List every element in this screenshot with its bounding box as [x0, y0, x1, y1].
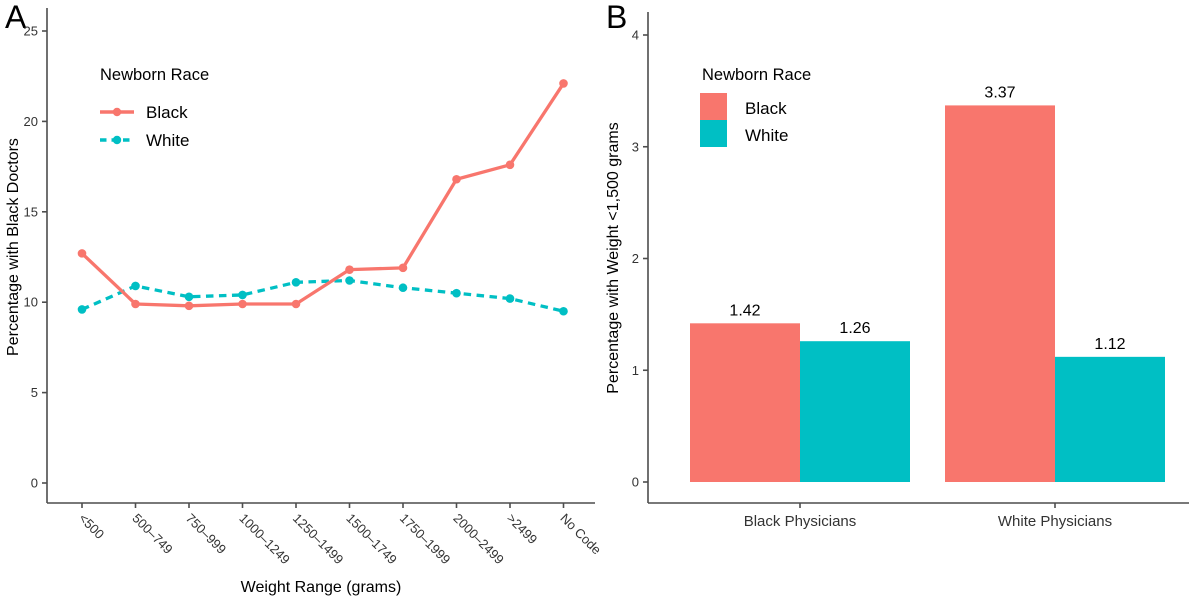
x-tick-label: White Physicians — [998, 513, 1112, 530]
data-point-black-4 — [291, 299, 301, 309]
bar-value-label: 3.37 — [984, 84, 1015, 101]
series-line-black — [80, 82, 565, 308]
y-tick-label: 10 — [24, 295, 38, 310]
data-point-black-3 — [238, 299, 247, 309]
data-point-white-4 — [291, 278, 301, 287]
legend-key-point-black — [112, 107, 122, 117]
y-tick-label: 25 — [24, 24, 38, 39]
data-point-white-5 — [345, 276, 354, 285]
data-point-white-9 — [559, 306, 568, 316]
x-tick-label: 500–749 — [129, 511, 175, 557]
y-tick-label: 20 — [24, 114, 38, 129]
data-point-black-7 — [452, 174, 461, 184]
panel-a-letter: A — [5, 0, 27, 35]
panel-b-letter: B — [606, 0, 628, 35]
data-point-black-5 — [345, 265, 354, 274]
x-axis-title: Weight Range (grams) — [241, 579, 402, 596]
data-point-white-7 — [452, 288, 461, 298]
legend-label-black: Black — [146, 103, 188, 122]
data-point-white-1 — [131, 281, 140, 291]
data-point-black-2 — [184, 301, 194, 311]
data-point-black-8 — [505, 160, 515, 170]
y-tick-label: 15 — [24, 204, 38, 219]
x-tick-label: 1250–1499 — [290, 511, 347, 568]
x-tick-label: 750–999 — [183, 511, 229, 557]
y-axis-title: Percentage with Weight <1,500 grams — [605, 122, 622, 393]
legend-title: Newborn Race — [100, 66, 209, 84]
data-point-black-1 — [131, 299, 140, 309]
bar-value-label: 1.26 — [839, 320, 870, 337]
legend-label-white: White — [146, 131, 189, 150]
data-point-black-0 — [77, 249, 87, 258]
line-chart-panel-a: 0 5 10 15 20 25 <500 500–749 750–999 1000–1249125… — [5, 8, 600, 596]
bar-white-1 — [1055, 356, 1165, 482]
y-tick-label: 1 — [632, 363, 639, 378]
y-tick-label: 0 — [31, 476, 38, 491]
x-tick-label: 1500–1749 — [343, 511, 400, 568]
data-point-white-0 — [77, 305, 87, 314]
y-tick-label: 3 — [632, 139, 639, 154]
x-tick-label: >2499 — [504, 511, 540, 547]
legend-swatch-black — [700, 93, 727, 120]
x-tick-label: <500 — [76, 511, 107, 542]
data-point-black-6 — [398, 263, 408, 273]
y-tick-label: 0 — [632, 475, 639, 490]
legend-title: Newborn Race — [702, 66, 811, 84]
bar-black-1 — [945, 105, 1055, 482]
y-tick-label: 4 — [632, 28, 639, 43]
x-tick-label: No Code — [557, 511, 600, 558]
x-tick-label: 1750–1999 — [397, 511, 454, 568]
bar-chart-panel-b: 0 1 2 3 4 1.42 1.26 Black Physicians 3.37 1.12 Whi… — [605, 12, 1189, 530]
x-tick-label: Black Physicians — [744, 513, 857, 530]
legend-label-black: Black — [745, 99, 787, 118]
data-point-white-8 — [505, 294, 515, 303]
y-axis-title: Percentage with Black Doctors — [5, 138, 22, 356]
data-point-black-9 — [559, 79, 568, 88]
legend-swatch-white — [700, 120, 727, 147]
y-tick-label: 2 — [632, 251, 639, 266]
bar-value-label: 1.12 — [1094, 336, 1125, 353]
x-tick-label: 1000–1249 — [236, 511, 293, 568]
legend-key-point-white — [112, 135, 122, 145]
data-point-white-6 — [398, 283, 408, 293]
data-point-white-2 — [184, 292, 194, 302]
series-line-white — [81, 278, 564, 313]
bar-value-label: 1.42 — [729, 302, 760, 319]
y-tick-label: 5 — [31, 385, 38, 400]
bar-black-0 — [690, 323, 800, 482]
x-tick-label: 2000–2499 — [450, 511, 507, 568]
legend-label-white: White — [745, 126, 788, 145]
bar-white-0 — [800, 341, 910, 482]
data-point-white-3 — [238, 290, 247, 300]
